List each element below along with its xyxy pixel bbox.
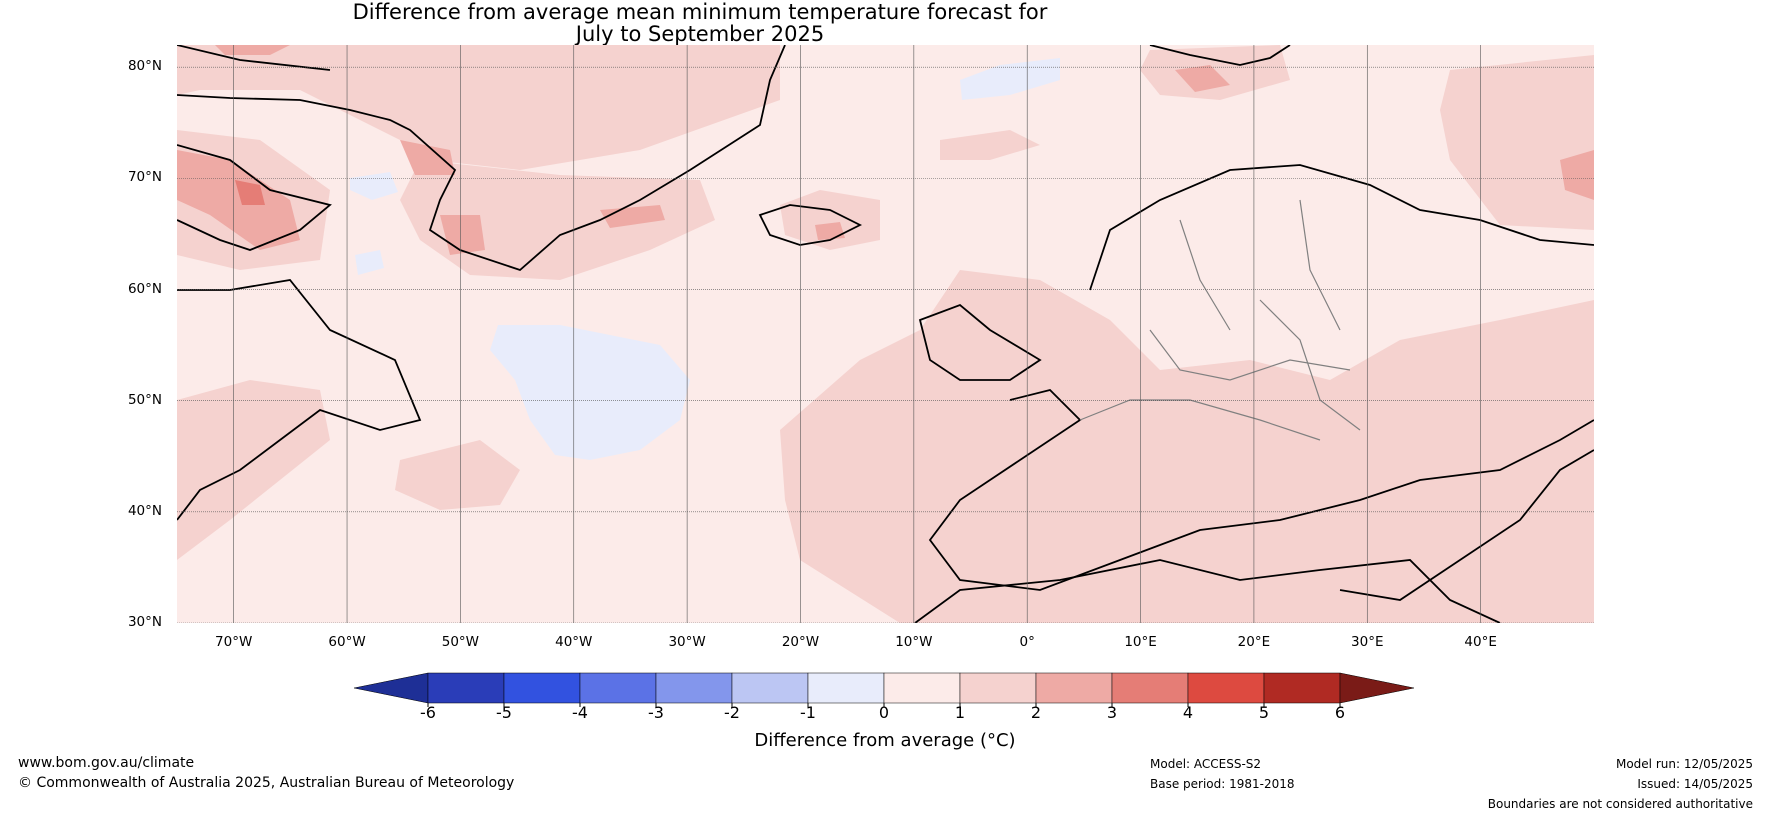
- anomaly-region: [400, 140, 455, 175]
- longitude-label: 10°W: [895, 634, 933, 650]
- africa-coast: [914, 559, 1501, 623]
- anomaly-region: [235, 180, 265, 205]
- anomaly-region: [780, 270, 1594, 623]
- europe-south-coast: [928, 389, 1594, 591]
- colorbar-extend-high: [1339, 672, 1415, 704]
- disclaimer-text: Boundaries are not considered authoritat…: [1487, 797, 1753, 811]
- colorbar-tick-label: -4: [572, 703, 588, 722]
- greenland-coast: [177, 45, 786, 272]
- svalbard-coast: [1149, 45, 1291, 66]
- colorbar-tick-label: -5: [496, 703, 512, 722]
- longitude-label: 10°E: [1124, 634, 1157, 650]
- anomaly-region: [960, 58, 1060, 100]
- anomaly-3-to-4-areas: [235, 180, 265, 205]
- colorbar-segment: [655, 672, 733, 704]
- colorbar-tick-label: 2: [1030, 703, 1042, 722]
- website-link[interactable]: www.bom.gov.au/climate: [18, 755, 195, 771]
- longitude-label: 20°W: [781, 634, 820, 650]
- colorbar-tick-label: 3: [1106, 703, 1118, 722]
- uk-coast: [918, 303, 1042, 381]
- colorbar-tick-label: 6: [1334, 703, 1346, 722]
- map-title-line1: Difference from average mean minimum tem…: [352, 0, 1048, 24]
- colorbar: [353, 672, 1415, 707]
- longitude-label: 60°W: [328, 634, 366, 650]
- map-title-line2: July to September 2025: [575, 22, 825, 46]
- longitude-label: 40°W: [555, 634, 593, 650]
- model-text: Model: ACCESS-S2: [1150, 757, 1262, 771]
- colorbar-tick-label: 1: [954, 703, 966, 722]
- latitude-label: 60°N: [127, 280, 162, 297]
- colorbar-segment: [883, 672, 961, 704]
- labrador-coast: [177, 279, 422, 521]
- model-run-text: Model run: 12/05/2025: [1615, 757, 1753, 771]
- arctic-coast: [177, 45, 331, 71]
- colorbar-tick-label: 4: [1182, 703, 1194, 722]
- map-area: [177, 45, 1594, 623]
- anomaly-minus1-to-0-areas: [350, 58, 1060, 460]
- anomaly-region: [600, 205, 665, 228]
- longitude-label: 30°W: [668, 634, 706, 650]
- latitude-label: 70°N: [127, 169, 162, 186]
- colorbar-segment: [1111, 672, 1189, 704]
- border-line: [1299, 199, 1341, 331]
- border-line: [1079, 399, 1321, 441]
- colorbar-segment: [1035, 672, 1113, 704]
- colorbar-segment: [731, 672, 809, 704]
- anomaly-region: [1175, 65, 1230, 92]
- colorbar-tick-label: 5: [1258, 703, 1270, 722]
- anomaly-region: [177, 150, 300, 250]
- longitude-label: 50°W: [441, 634, 480, 650]
- base-period-text: Base period: 1981-2018: [1150, 777, 1295, 791]
- latitude-label: 50°N: [127, 391, 162, 408]
- longitude-label: 20°E: [1237, 634, 1271, 650]
- latitude-label: 30°N: [127, 614, 162, 630]
- country-borders: [1079, 199, 1361, 441]
- longitude-label: 30°E: [1351, 634, 1384, 650]
- colorbar-tick-label: -1: [800, 703, 816, 722]
- colorbar-segment: [579, 672, 657, 704]
- copyright-text: © Commonwealth of Australia 2025, Austra…: [18, 775, 515, 791]
- anomaly-region: [780, 190, 880, 250]
- anomaly-region: [177, 380, 330, 560]
- border-line: [1149, 329, 1351, 381]
- border-line: [1179, 219, 1231, 331]
- coastlines: [177, 45, 1594, 623]
- colorbar-tick-label: -3: [648, 703, 664, 722]
- longitude-label: 70°W: [215, 634, 253, 650]
- colorbar-tick-label: -2: [724, 703, 740, 722]
- colorbar-label: Difference from average (°C): [754, 730, 1016, 751]
- colorbar-segment: [807, 672, 885, 704]
- colorbar-segment: [1263, 672, 1341, 704]
- longitude-label: 0°: [1019, 634, 1035, 650]
- anomaly-region: [355, 250, 384, 275]
- iceland-coast: [758, 204, 863, 246]
- anomaly-region: [177, 45, 780, 170]
- issued-text: Issued: 14/05/2025: [1637, 777, 1753, 791]
- colorbar-segment: [1187, 672, 1265, 704]
- graticule: [177, 45, 1594, 623]
- baffin-coast: [177, 144, 332, 251]
- longitude-label: 40°E: [1464, 634, 1497, 650]
- colorbar-tick-label: 0: [878, 703, 890, 722]
- colorbar-extend-low: [353, 672, 429, 704]
- latitude-label: 40°N: [127, 502, 162, 519]
- anomaly-region: [350, 172, 398, 200]
- anomaly-region: [940, 130, 1040, 160]
- anomaly-region: [490, 325, 690, 460]
- anomaly-region: [815, 222, 845, 240]
- anomaly-region: [395, 440, 520, 510]
- colorbar-segment: [503, 672, 581, 704]
- border-line: [1259, 299, 1361, 431]
- anomaly-region: [1560, 150, 1594, 200]
- latitude-label: 80°N: [127, 58, 162, 75]
- scandinavia-coast: [1089, 164, 1594, 291]
- colorbar-segment: [959, 672, 1037, 704]
- colorbar-segment: [427, 672, 505, 704]
- anomaly-region: [1440, 55, 1594, 230]
- colorbar-tick-label: -6: [420, 703, 436, 722]
- middle-east-coast: [1339, 449, 1594, 601]
